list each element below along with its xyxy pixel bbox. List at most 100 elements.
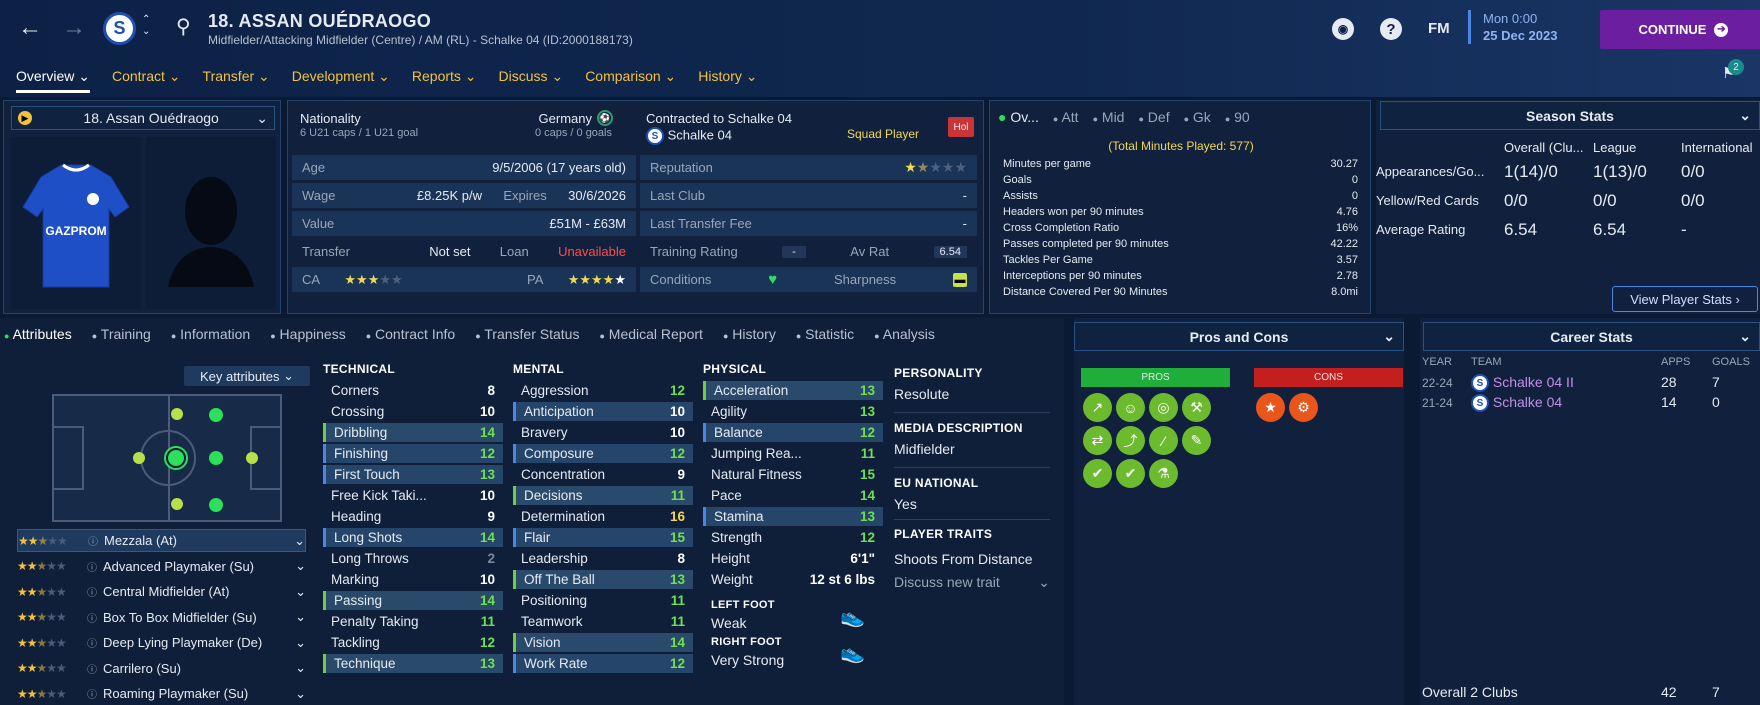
attribute-row[interactable]: Agility 13: [703, 402, 883, 421]
pro-dribbling-icon[interactable]: ↗: [1083, 393, 1112, 422]
attribute-row[interactable]: Dribbling 14: [323, 423, 503, 442]
role-row[interactable]: ★★★★★ ⓘ Box To Box Midfielder (Su) ⌄: [17, 606, 306, 629]
subtab-information[interactable]: ● Information: [170, 326, 251, 342]
subtab-transfer-status[interactable]: ● Transfer Status: [475, 326, 580, 342]
subtab-medical-report[interactable]: ● Medical Report: [599, 326, 703, 342]
info-icon[interactable]: ⓘ: [87, 639, 97, 650]
role-row[interactable]: ★★★★★ ⓘ Deep Lying Playmaker (De) ⌄: [17, 631, 306, 654]
attribute-row[interactable]: Weight 12 st 6 lbs: [703, 570, 883, 589]
attribute-row[interactable]: Passing 14: [323, 591, 503, 610]
subtab-happiness[interactable]: ● Happiness: [270, 326, 346, 342]
pro-checklist-icon[interactable]: ✔: [1083, 459, 1112, 488]
attribute-row[interactable]: Pace 14: [703, 486, 883, 505]
attribute-row[interactable]: Aggression 12: [513, 381, 693, 400]
club-link[interactable]: S Schalke 04: [646, 127, 732, 145]
info-icon[interactable]: ⓘ: [87, 562, 97, 574]
subtab-training[interactable]: ● Training: [91, 326, 151, 342]
attribute-row[interactable]: Anticipation 10: [513, 402, 693, 421]
chevron-down-icon[interactable]: ⌄: [295, 685, 306, 701]
fm-logo[interactable]: FM: [1428, 20, 1450, 37]
role-row[interactable]: ★★★★★ ⓘ Advanced Playmaker (Su) ⌄: [17, 555, 306, 578]
attribute-row[interactable]: Leadership 8: [513, 549, 693, 568]
subtab-attributes[interactable]: ● Attributes: [4, 326, 72, 342]
subtab-contract-info[interactable]: ● Contract Info: [365, 326, 456, 342]
chevron-down-icon[interactable]: ⌄: [295, 558, 306, 573]
season-stats-header[interactable]: Season Stats ⌄: [1380, 101, 1760, 130]
stats-tab-gk[interactable]: ● Gk: [1183, 109, 1211, 125]
view-player-stats-button[interactable]: View Player Stats ›: [1612, 286, 1758, 312]
pro-target-icon[interactable]: ◎: [1149, 393, 1178, 422]
stats-tab-def[interactable]: ● Def: [1138, 109, 1170, 125]
con-star-icon[interactable]: ★: [1256, 393, 1285, 422]
attribute-row[interactable]: Marking 10: [323, 570, 503, 589]
attribute-row[interactable]: Bravery 10: [513, 423, 693, 442]
search-icon[interactable]: ⚲: [176, 16, 191, 38]
attribute-row[interactable]: First Touch 13: [323, 465, 503, 484]
tab-history[interactable]: History ⌄: [698, 68, 758, 84]
tab-development[interactable]: Development ⌄: [291, 68, 390, 84]
pros-cons-header[interactable]: Pros and Cons ⌄: [1074, 322, 1404, 351]
tab-transfer[interactable]: Transfer ⌄: [202, 68, 270, 84]
subtab-analysis[interactable]: ● Analysis: [874, 326, 935, 342]
attribute-row[interactable]: Technique 13: [323, 654, 503, 673]
pro-agility-icon[interactable]: ⇄: [1083, 426, 1112, 455]
pro-progress-icon[interactable]: ⤴: [1116, 426, 1145, 455]
continue-button[interactable]: CONTINUE ➔: [1600, 10, 1760, 49]
tab-overview[interactable]: Overview ⌄: [16, 68, 90, 93]
tab-comparison[interactable]: Comparison ⌄: [585, 68, 677, 84]
attribute-row[interactable]: Composure 12: [513, 444, 693, 463]
attribute-row[interactable]: Long Throws 2: [323, 549, 503, 568]
info-icon[interactable]: ⓘ: [87, 613, 97, 625]
chevron-down-icon[interactable]: ⌄: [295, 583, 306, 599]
attribute-row[interactable]: Determination 16: [513, 507, 693, 526]
attribute-row[interactable]: Penalty Taking 11: [323, 612, 503, 631]
attribute-row[interactable]: Corners 8: [323, 381, 503, 400]
attribute-row[interactable]: Free Kick Taki... 10: [323, 486, 503, 505]
chevron-down-icon[interactable]: ⌄: [295, 609, 306, 624]
attribute-row[interactable]: Natural Fitness 15: [703, 465, 883, 484]
nation-badge-icon[interactable]: ⚽: [597, 110, 613, 126]
info-icon[interactable]: ⓘ: [87, 588, 97, 599]
help-icon[interactable]: ?: [1380, 18, 1402, 40]
role-row[interactable]: ★★★★★ ⓘ Roaming Playmaker (Su) ⌄: [17, 682, 306, 705]
globe-icon[interactable]: ◉: [1332, 18, 1354, 40]
club-crest-icon[interactable]: S: [103, 12, 136, 45]
attribute-row[interactable]: Jumping Rea... 11: [703, 444, 883, 463]
attribute-row[interactable]: Flair 15: [513, 528, 693, 547]
attribute-row[interactable]: Work Rate 12: [513, 654, 693, 673]
attribute-row[interactable]: Vision 14: [513, 633, 693, 652]
attribute-row[interactable]: Teamwork 11: [513, 612, 693, 631]
player-selector[interactable]: ▶ 18. Assan Ouédraogo ⌄: [11, 106, 275, 130]
info-icon[interactable]: ⓘ: [87, 664, 97, 676]
role-row[interactable]: ★★★★★ ⓘ Carrilero (Su) ⌄: [17, 657, 306, 680]
subtab-statistic[interactable]: ● Statistic: [795, 326, 855, 342]
tab-reports[interactable]: Reports ⌄: [411, 68, 477, 84]
career-team-link[interactable]: S Schalke 04: [1471, 394, 1562, 413]
attribute-row[interactable]: Decisions 11: [513, 486, 693, 505]
tab-discuss[interactable]: Discuss ⌄: [498, 68, 564, 84]
holiday-badge[interactable]: Hol: [948, 117, 974, 137]
key-attributes-dropdown[interactable]: Key attributes ⌄: [184, 366, 310, 386]
role-row[interactable]: ★★★★★ ⓘ Mezzala (At) ⌄: [17, 529, 306, 552]
role-row[interactable]: ★★★★★ ⓘ Central Midfielder (At) ⌄: [17, 580, 306, 603]
attribute-row[interactable]: Stamina 13: [703, 507, 883, 526]
attribute-row[interactable]: Crossing 10: [323, 402, 503, 421]
stats-tab-90[interactable]: ● 90: [1224, 109, 1250, 125]
info-icon[interactable]: ⓘ: [88, 537, 98, 548]
pro-flask-icon[interactable]: ⚗: [1149, 459, 1178, 488]
info-icon[interactable]: ⓘ: [87, 690, 97, 701]
attribute-row[interactable]: Acceleration 13: [703, 381, 883, 400]
attribute-row[interactable]: Positioning 11: [513, 591, 693, 610]
back-arrow-icon[interactable]: ←: [18, 14, 42, 41]
pro-checklist-2-icon[interactable]: ✔: [1116, 459, 1145, 488]
stats-tab-mid[interactable]: ● Mid: [1092, 109, 1125, 125]
attribute-row[interactable]: Concentration 9: [513, 465, 693, 484]
tab-contract[interactable]: Contract ⌄: [111, 68, 181, 84]
attribute-row[interactable]: Strength 12: [703, 528, 883, 547]
career-team-link[interactable]: S Schalke 04 II: [1471, 374, 1574, 393]
pro-mental-icon[interactable]: ☺: [1116, 393, 1145, 422]
attribute-row[interactable]: Heading 9: [323, 507, 503, 526]
club-switch-icon[interactable]: ⌃ ⌄: [142, 14, 151, 37]
stats-tab-overview[interactable]: ● Ov...: [998, 109, 1039, 125]
attribute-row[interactable]: Balance 12: [703, 423, 883, 442]
